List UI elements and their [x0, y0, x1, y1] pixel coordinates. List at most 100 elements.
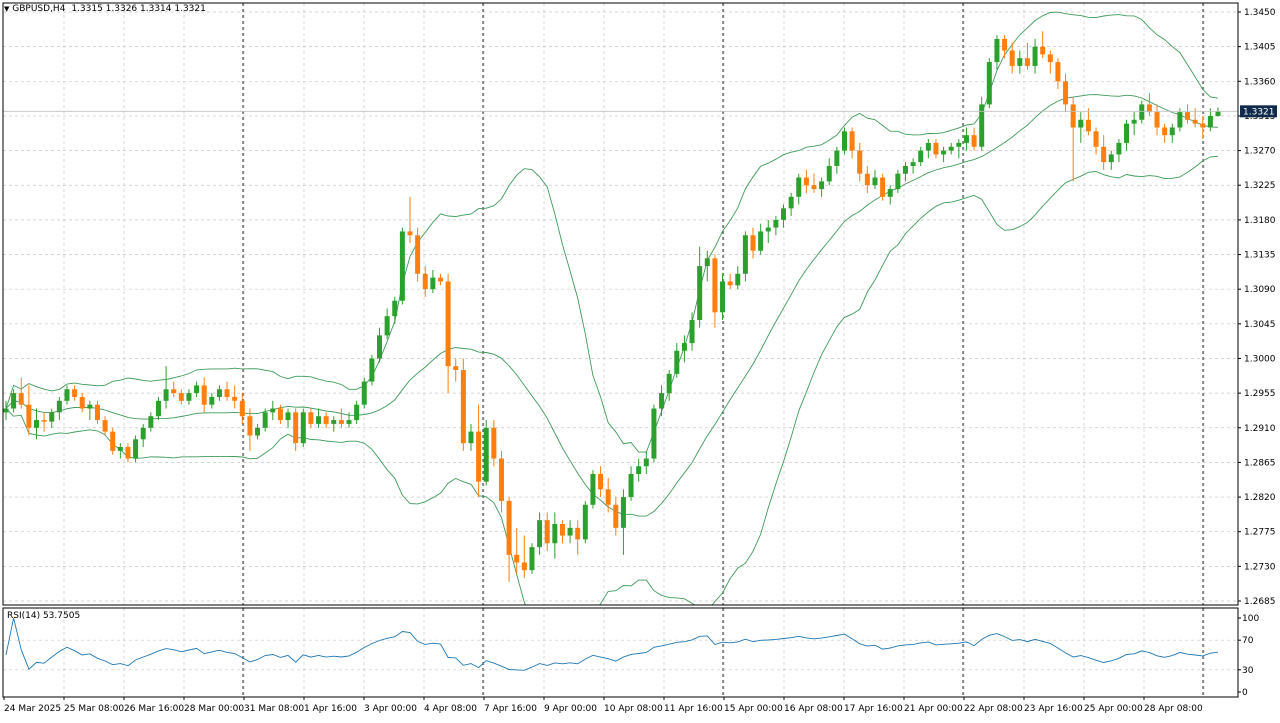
candle[interactable]	[1146, 92, 1152, 116]
candle[interactable]	[155, 396, 161, 421]
candle[interactable]	[918, 146, 924, 166]
candle[interactable]	[437, 273, 443, 286]
candle[interactable]	[1032, 38, 1038, 74]
candle[interactable]	[163, 366, 169, 409]
candle[interactable]	[666, 370, 672, 401]
candle[interactable]	[453, 358, 459, 382]
candle[interactable]	[544, 512, 550, 551]
candle[interactable]	[186, 389, 192, 405]
candle[interactable]	[1131, 112, 1137, 136]
candle[interactable]	[72, 385, 78, 401]
candle[interactable]	[392, 296, 398, 324]
candle[interactable]	[514, 527, 520, 575]
candle[interactable]	[636, 458, 642, 482]
candle[interactable]	[750, 227, 756, 259]
candle[interactable]	[773, 216, 779, 236]
candle[interactable]	[1101, 135, 1107, 170]
candle[interactable]	[1124, 119, 1130, 151]
candle[interactable]	[1177, 108, 1183, 132]
candle[interactable]	[11, 389, 17, 413]
candle[interactable]	[1078, 112, 1084, 143]
candle[interactable]	[33, 408, 39, 440]
candle[interactable]	[651, 404, 657, 463]
candle[interactable]	[628, 466, 634, 501]
candle[interactable]	[308, 408, 314, 428]
candle[interactable]	[285, 408, 291, 428]
candle[interactable]	[575, 520, 581, 555]
candle[interactable]	[1185, 104, 1191, 124]
candle[interactable]	[94, 400, 100, 424]
chart-menu-triangle-icon[interactable]: ▼	[4, 5, 10, 13]
candle[interactable]	[537, 512, 543, 555]
candle[interactable]	[788, 192, 794, 217]
candle[interactable]	[819, 177, 825, 197]
candle[interactable]	[559, 520, 565, 544]
candle[interactable]	[41, 412, 47, 432]
candle[interactable]	[1154, 104, 1160, 136]
candle[interactable]	[598, 466, 604, 498]
candle[interactable]	[857, 142, 863, 182]
candle[interactable]	[430, 269, 436, 294]
candle[interactable]	[1047, 50, 1053, 74]
candle[interactable]	[1040, 31, 1046, 59]
candle[interactable]	[407, 196, 413, 243]
candle[interactable]	[117, 443, 123, 459]
candle[interactable]	[18, 377, 24, 409]
candle[interactable]	[689, 312, 695, 351]
candle[interactable]	[354, 400, 360, 424]
candle[interactable]	[1009, 42, 1015, 74]
candle[interactable]	[811, 173, 817, 193]
candle[interactable]	[971, 127, 977, 151]
candle[interactable]	[445, 273, 451, 394]
candle[interactable]	[483, 420, 489, 486]
candle[interactable]	[742, 231, 748, 282]
candle[interactable]	[582, 500, 588, 544]
candle[interactable]	[681, 335, 687, 363]
candle[interactable]	[963, 127, 969, 151]
candle[interactable]	[1200, 115, 1206, 140]
candle[interactable]	[910, 158, 916, 174]
candle[interactable]	[140, 423, 146, 448]
candle[interactable]	[3, 400, 9, 421]
candle[interactable]	[552, 512, 558, 559]
candle[interactable]	[1108, 150, 1114, 170]
candle[interactable]	[796, 173, 802, 205]
candle[interactable]	[1139, 100, 1145, 124]
candle[interactable]	[880, 173, 886, 201]
candle[interactable]	[758, 223, 764, 255]
candle[interactable]	[56, 396, 62, 421]
candle[interactable]	[521, 535, 527, 578]
candle[interactable]	[476, 404, 482, 498]
candle[interactable]	[384, 308, 390, 340]
candle[interactable]	[239, 393, 245, 424]
candle[interactable]	[887, 185, 893, 205]
candle[interactable]	[674, 343, 680, 378]
candle[interactable]	[255, 423, 261, 440]
candle[interactable]	[986, 58, 992, 109]
candle[interactable]	[270, 400, 276, 421]
candle[interactable]	[148, 412, 154, 432]
candle[interactable]	[979, 96, 985, 151]
candle[interactable]	[64, 385, 70, 405]
candle[interactable]	[506, 497, 512, 582]
candle[interactable]	[1207, 108, 1213, 132]
candle[interactable]	[171, 381, 177, 397]
candle[interactable]	[872, 169, 878, 190]
candle[interactable]	[331, 416, 337, 432]
candle[interactable]	[460, 358, 466, 451]
candle[interactable]	[1116, 139, 1122, 163]
candle[interactable]	[346, 412, 352, 428]
candle[interactable]	[1063, 73, 1069, 113]
candle[interactable]	[369, 354, 375, 386]
candle[interactable]	[102, 416, 108, 436]
candle[interactable]	[262, 408, 268, 432]
candle[interactable]	[567, 520, 573, 544]
candle[interactable]	[26, 385, 32, 436]
candle[interactable]	[300, 408, 306, 448]
candle[interactable]	[1215, 107, 1221, 117]
candle[interactable]	[704, 250, 710, 282]
candle[interactable]	[1093, 127, 1099, 155]
candle[interactable]	[338, 408, 344, 428]
